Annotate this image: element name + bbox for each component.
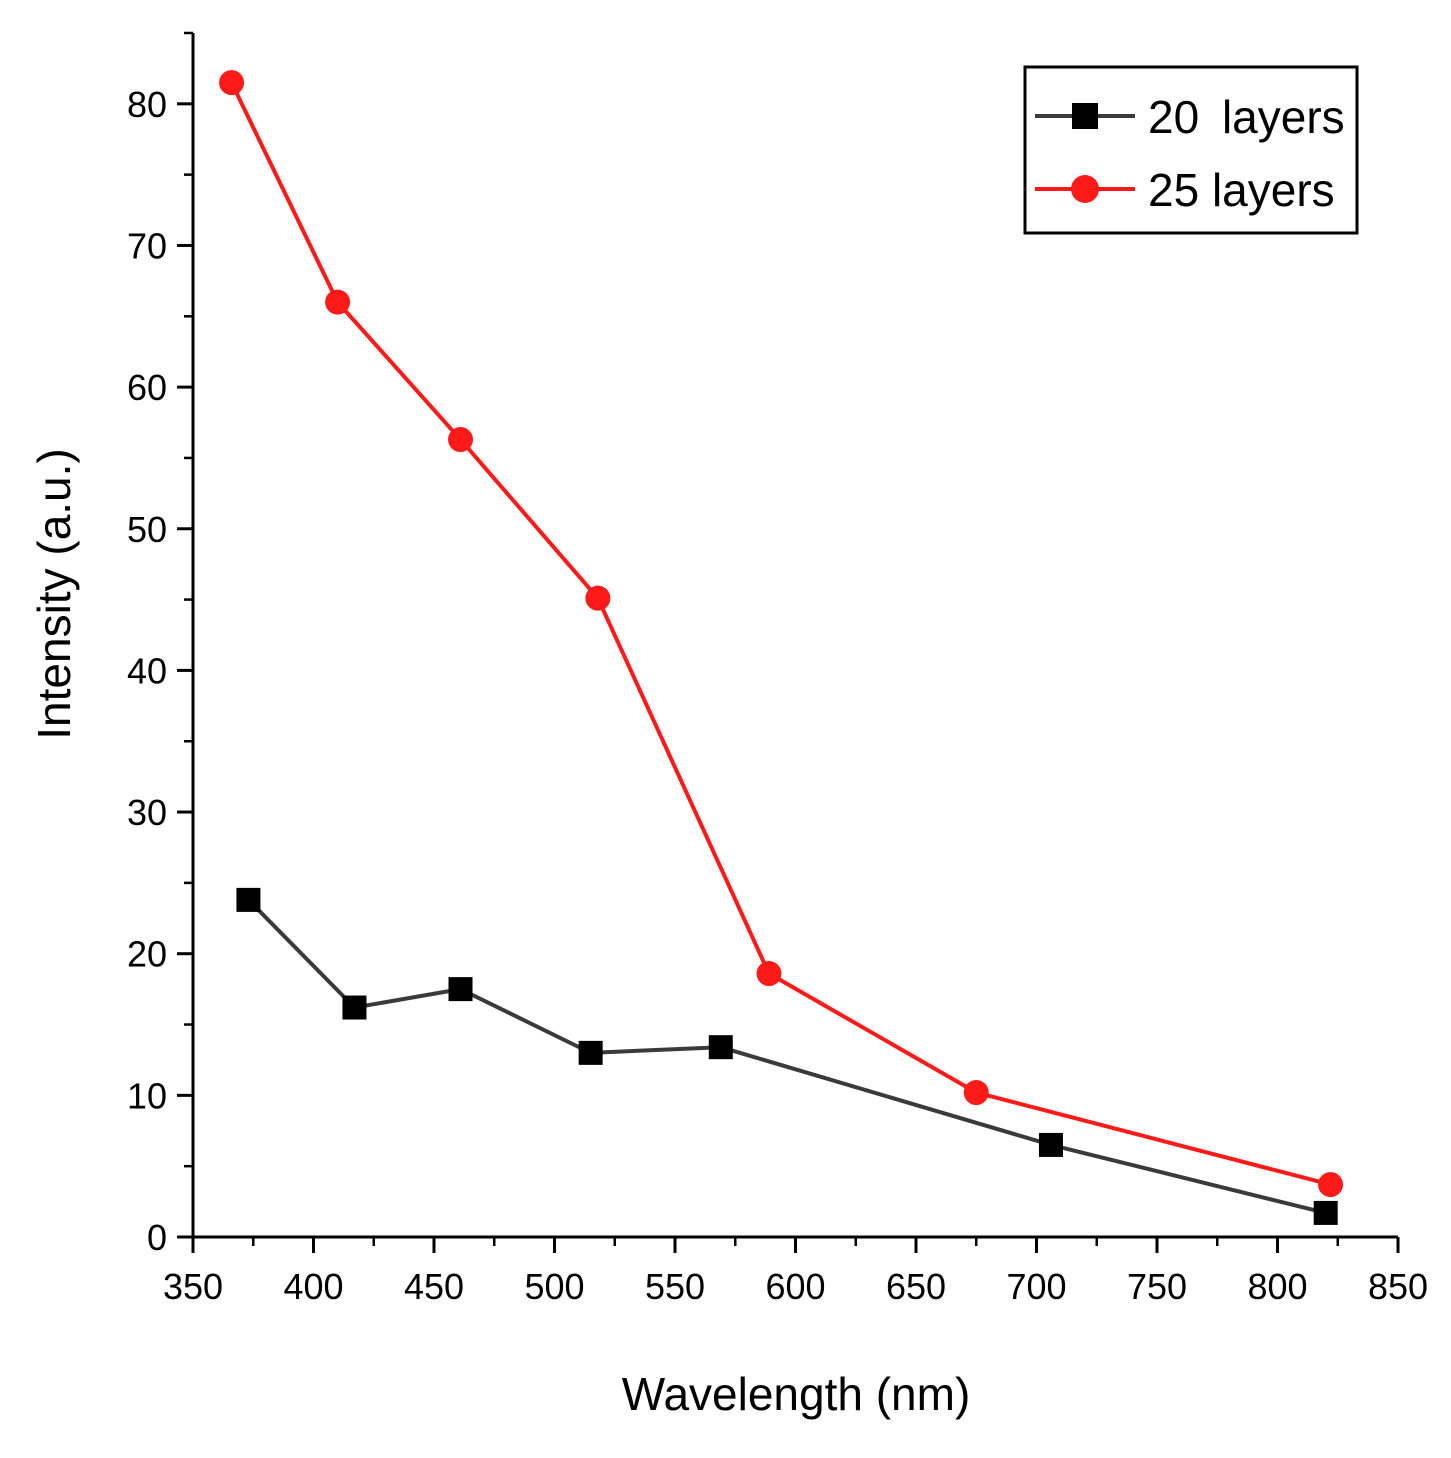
x-tick-label-450: 450	[404, 1266, 464, 1307]
data-point-20-layers	[1038, 1132, 1063, 1157]
x-tick-label-600: 600	[765, 1266, 825, 1307]
data-point-25-layers	[448, 427, 474, 453]
x-tick-label-500: 500	[524, 1266, 584, 1307]
y-tick-label-20: 20	[127, 934, 167, 975]
y-axis-title: Intensity (a.u.)	[28, 448, 80, 739]
series-layer	[219, 70, 1344, 1225]
data-point-25-layers	[219, 70, 245, 96]
legend-marker-20-layers	[1072, 103, 1098, 129]
data-point-20-layers	[236, 887, 261, 912]
y-tick-label-40: 40	[127, 650, 167, 691]
legend-marker-25-layers	[1071, 175, 1099, 203]
data-point-25-layers	[1318, 1172, 1344, 1198]
y-tick-label-0: 0	[147, 1217, 167, 1258]
y-tick-label-50: 50	[127, 509, 167, 550]
data-point-25-layers	[325, 289, 351, 315]
data-point-25-layers	[756, 961, 782, 987]
y-tick-label-30: 30	[127, 792, 167, 833]
data-point-20-layers	[578, 1040, 603, 1065]
data-point-20-layers	[342, 995, 367, 1020]
y-axis-ticks: 0 10 20 30 40 50 60 70 80	[127, 31, 193, 1258]
x-tick-label-750: 750	[1127, 1266, 1187, 1307]
data-point-25-layers	[963, 1080, 989, 1106]
legend-frame	[1023, 65, 1359, 235]
data-point-25-layers	[585, 585, 611, 611]
x-axis-title: Wavelength (nm)	[622, 1368, 971, 1420]
x-tick-label-850: 850	[1368, 1266, 1428, 1307]
x-tick-label-800: 800	[1247, 1266, 1307, 1307]
y-tick-label-10: 10	[127, 1075, 167, 1116]
x-tick-label-550: 550	[645, 1266, 705, 1307]
x-axis-ticks: 350 400 450 500 550 600 650 700 750 800 850	[163, 1237, 1428, 1307]
y-tick-label-60: 60	[127, 367, 167, 408]
y-tick-label-80: 80	[127, 84, 167, 125]
x-tick-label-350: 350	[163, 1266, 223, 1307]
legend-label-25-layers: 25 layers	[1148, 164, 1335, 216]
x-tick-label-650: 650	[886, 1266, 946, 1307]
series-line-20-layers	[247, 898, 1327, 1215]
legend-label-20-layers: 20 layers	[1148, 91, 1345, 143]
series-line-25-layers	[229, 81, 1332, 1187]
data-point-20-layers	[1313, 1200, 1338, 1225]
x-tick-label-400: 400	[283, 1266, 343, 1307]
x-tick-label-700: 700	[1006, 1266, 1066, 1307]
data-point-20-layers	[448, 977, 473, 1002]
y-tick-label-70: 70	[127, 225, 167, 266]
legend: 20 layers 25 layers	[1023, 65, 1359, 235]
data-point-20-layers	[708, 1035, 733, 1060]
